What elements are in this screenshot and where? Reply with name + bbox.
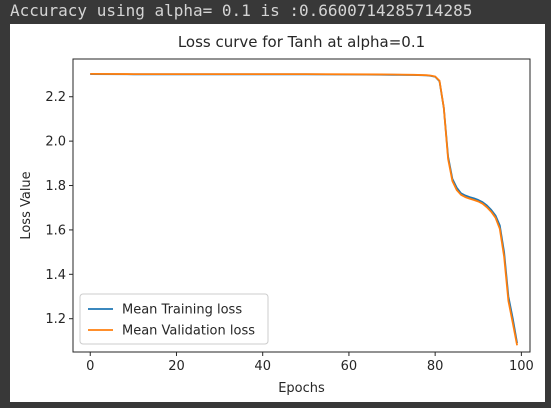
- x-ticks: 0 20 40 60 80 100: [86, 352, 534, 374]
- y-tick-label: 1.2: [45, 312, 66, 327]
- y-axis-label: Loss Value: [19, 171, 34, 239]
- y-tick-label: 1.6: [45, 223, 66, 238]
- x-tick-label: 60: [341, 359, 358, 374]
- legend-validation-label: Mean Validation loss: [122, 324, 255, 339]
- series-lines: [90, 73, 518, 346]
- chart-figure: Loss curve for Tanh at alpha=0.1 0 20 40 60…: [10, 24, 545, 402]
- x-tick-label: 0: [86, 359, 94, 374]
- y-tick-label: 2.2: [45, 90, 66, 105]
- y-tick-label: 1.8: [45, 179, 66, 194]
- x-axis-label: Epochs: [278, 381, 325, 396]
- x-tick-label: 20: [168, 359, 185, 374]
- x-tick-label: 100: [509, 359, 534, 374]
- y-ticks: 1.2 1.4 1.6 1.8 2.0 2.2: [45, 90, 73, 327]
- plot-frame: [72, 58, 531, 353]
- legend: Mean Training loss Mean Validation loss: [79, 293, 269, 345]
- chart-title: Loss curve for Tanh at alpha=0.1: [178, 33, 425, 51]
- axes: [72, 58, 531, 353]
- x-tick-label: 40: [254, 359, 271, 374]
- y-tick-label: 1.4: [45, 268, 66, 283]
- loss-chart: Loss curve for Tanh at alpha=0.1 0 20 40 60…: [19, 33, 534, 396]
- y-tick-label: 2.0: [45, 135, 66, 150]
- x-tick-label: 80: [427, 359, 444, 374]
- validation-loss-line: [90, 73, 518, 346]
- legend-training-label: Mean Training loss: [122, 303, 242, 318]
- cell-output-text: Accuracy using alpha= 0.1 is :0.66007142…: [10, 1, 473, 20]
- legend-box: [79, 293, 269, 345]
